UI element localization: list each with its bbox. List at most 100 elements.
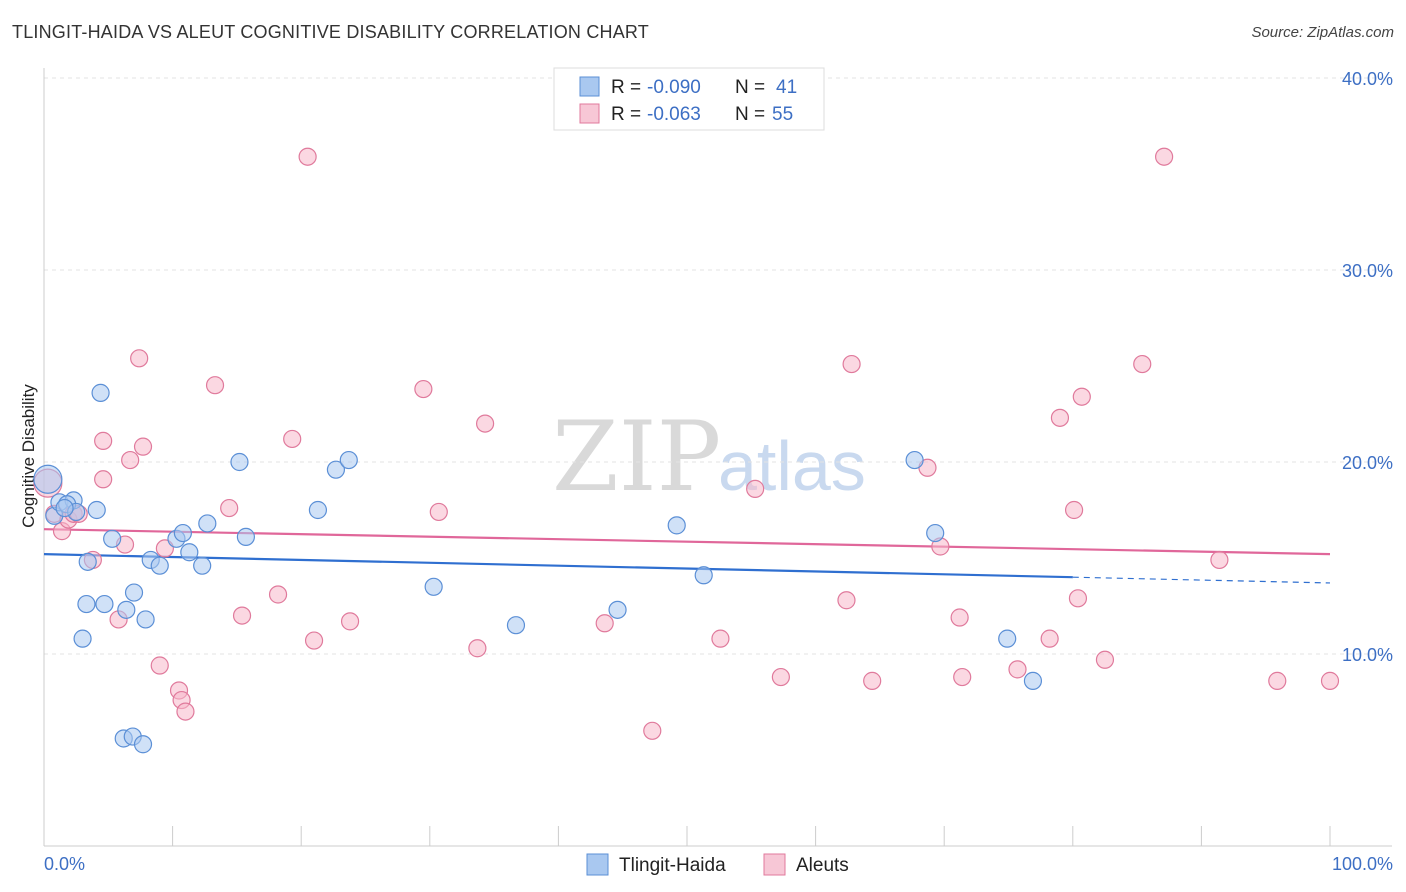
- watermark-zip: ZIP: [552, 401, 721, 513]
- axes: [43, 68, 1392, 847]
- stats-legend: R = -0.090 N = 41 R = -0.063 N = 55: [553, 67, 825, 131]
- bottom-legend-swatch-tlingit-haida: [586, 853, 609, 876]
- aleuts-point: [283, 429, 302, 449]
- tlingit-haida-point: [424, 577, 443, 596]
- aleuts-point: [205, 376, 225, 395]
- tlingit-haida-trend-extension: [1072, 576, 1331, 584]
- tlingit-haida-point: [173, 523, 192, 543]
- aleuts-point: [304, 631, 324, 650]
- aleuts-point: [1050, 408, 1070, 427]
- tlingit-haida-point: [608, 600, 627, 619]
- tlingit-haida-point: [133, 735, 153, 754]
- tlingit-haida-trend-line: [43, 553, 1073, 579]
- legend-r-value-2: -0.063: [647, 104, 701, 125]
- aleuts-point: [1068, 589, 1088, 608]
- tlingit-haida-point: [905, 450, 924, 470]
- aleuts-point: [94, 470, 113, 489]
- tlingit-haida-point: [326, 460, 346, 479]
- aleuts-point: [1040, 629, 1059, 648]
- tlingit-haida-point: [998, 629, 1017, 648]
- aleuts-point: [1133, 354, 1152, 374]
- tlingit-haida-point: [506, 616, 526, 635]
- legend-n-value-2: 55: [772, 104, 793, 125]
- aleuts-point: [863, 671, 882, 690]
- y-tick-label: 40.0%: [1342, 69, 1393, 89]
- bottom-legend-label-aleuts: Aleuts: [796, 855, 849, 876]
- tlingit-haida-points: [33, 383, 1043, 754]
- aleuts-point: [1095, 650, 1115, 669]
- aleuts-point: [1072, 387, 1091, 406]
- bottom-legend-swatch-aleuts: [763, 853, 786, 876]
- legend-n-label-1: N =: [735, 77, 765, 98]
- chart-title: TLINGIT-HAIDA VS ALEUT COGNITIVE DISABIL…: [12, 22, 650, 42]
- tlingit-haida-point: [136, 610, 155, 629]
- x-tick-marks: [172, 826, 1331, 846]
- aleuts-point: [1268, 671, 1287, 690]
- aleuts-trend-line: [43, 528, 1331, 556]
- aleuts-point: [842, 354, 861, 374]
- aleuts-point: [1155, 147, 1174, 166]
- tlingit-haida-point: [103, 529, 122, 548]
- aleuts-point: [268, 585, 288, 604]
- tlingit-haida-point: [33, 464, 63, 494]
- tlingit-haida-point: [198, 514, 217, 533]
- aleuts-point: [1210, 550, 1229, 570]
- aleuts-point: [220, 498, 239, 518]
- aleuts-point: [953, 667, 972, 687]
- legend-n-value-1: 41: [776, 77, 797, 98]
- gridlines: [44, 77, 1392, 655]
- bottom-legend-label-tlingit-haida: Tlingit-Haida: [619, 855, 726, 876]
- tlingit-haida-point: [124, 583, 144, 602]
- aleuts-point: [711, 629, 730, 648]
- tlingit-haida-point: [87, 500, 106, 520]
- tlingit-haida-point: [55, 498, 74, 518]
- aleuts-point: [475, 414, 495, 433]
- tlingit-haida-point: [1023, 671, 1043, 690]
- legend-r-label-2: R =: [611, 104, 641, 125]
- tlingit-haida-point: [339, 450, 358, 470]
- series-legend: Tlingit-Haida Aleuts: [586, 853, 849, 876]
- aleuts-point: [746, 479, 765, 498]
- aleuts-point: [643, 721, 662, 740]
- aleuts-point: [232, 606, 252, 625]
- tlingit-haida-point: [230, 452, 249, 472]
- tlingit-haida-point: [150, 556, 169, 575]
- tlingit-haida-point: [180, 543, 199, 562]
- y-axis-label: Cognitive Disability: [19, 384, 38, 528]
- aleuts-point: [121, 450, 140, 470]
- aleuts-point: [837, 591, 856, 610]
- aleuts-point: [595, 614, 614, 633]
- legend-swatch-aleuts: [579, 103, 600, 124]
- aleuts-point: [771, 667, 790, 687]
- legend-r-value-1: -0.090: [647, 77, 701, 98]
- legend-swatch-tlingit-haida: [579, 76, 600, 97]
- tlingit-haida-point: [117, 600, 136, 619]
- y-tick-labels: 10.0% 20.0% 30.0% 40.0%: [1342, 69, 1393, 665]
- tlingit-haida-point: [91, 383, 110, 402]
- tlingit-haida-point: [667, 516, 686, 535]
- aleuts-point: [176, 702, 195, 721]
- trend-lines: [43, 528, 1331, 584]
- tlingit-haida-point: [926, 523, 945, 543]
- aleuts-point: [133, 437, 153, 456]
- aleuts-point: [468, 639, 487, 658]
- tlingit-haida-point: [193, 556, 212, 575]
- x-tick-label-min: 0.0%: [44, 854, 85, 874]
- aleuts-point: [1064, 500, 1084, 520]
- aleuts-point: [130, 349, 149, 368]
- aleuts-point: [94, 431, 113, 450]
- legend-r-label-1: R =: [611, 77, 641, 98]
- aleuts-point: [1008, 660, 1027, 679]
- y-tick-label: 30.0%: [1342, 261, 1393, 281]
- tlingit-haida-point: [308, 500, 328, 520]
- tlingit-haida-point: [78, 552, 97, 571]
- x-tick-label-max: 100.0%: [1332, 854, 1393, 874]
- aleuts-point: [340, 612, 360, 631]
- aleuts-point: [950, 608, 969, 627]
- aleuts-point: [429, 502, 448, 522]
- tlingit-haida-point: [77, 594, 96, 614]
- aleuts-point: [414, 379, 433, 399]
- aleuts-point: [150, 656, 169, 675]
- legend-n-label-2: N =: [735, 104, 765, 125]
